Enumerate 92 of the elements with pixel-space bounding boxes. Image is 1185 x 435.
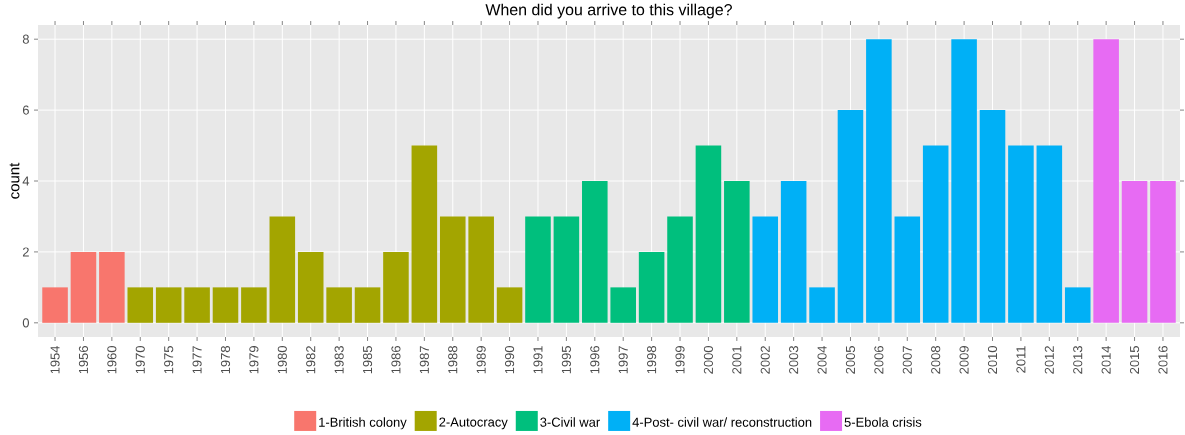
x-tick-label: 1954 <box>50 345 60 374</box>
y-tick-label: 8 <box>22 34 29 44</box>
x-tick-label: 1987 <box>419 346 429 374</box>
bar <box>383 251 409 323</box>
y-tick-label: 2 <box>22 247 29 257</box>
x-tick-label: 1988 <box>448 346 458 374</box>
bar <box>42 287 68 323</box>
bar <box>496 287 523 323</box>
legend-label: 2-Autocracy <box>439 417 508 430</box>
bar <box>695 145 722 323</box>
x-tick-label: 1985 <box>362 346 373 374</box>
y-tick-label: 4 <box>22 176 30 186</box>
x-tick-label: 2003 <box>789 346 799 374</box>
bar <box>269 216 296 323</box>
bar <box>1036 145 1063 323</box>
bar <box>780 181 807 323</box>
bar <box>894 216 921 323</box>
y-axis-title: count <box>9 162 20 199</box>
legend-label: 3-Civil war <box>540 417 600 427</box>
bar <box>553 216 580 323</box>
x-tick-label: 1997 <box>618 346 628 374</box>
x-tick-label: 2011 <box>1016 346 1026 373</box>
bar <box>951 39 977 323</box>
bar <box>297 251 324 323</box>
x-tick-label: 2005 <box>845 346 856 374</box>
x-tick-label: 1977 <box>192 346 202 374</box>
bar <box>212 287 239 323</box>
bar <box>610 287 636 323</box>
bar <box>241 287 267 323</box>
x-tick-label: 1970 <box>135 346 145 374</box>
x-tick-label: 2007 <box>902 346 912 374</box>
bar <box>979 110 1006 323</box>
y-tick-label: 6 <box>22 105 29 115</box>
x-tick-label: 1956 <box>78 346 89 374</box>
x-tick-label: 2002 <box>760 346 770 374</box>
x-tick-label: 1986 <box>391 346 401 374</box>
x-tick-label: 2009 <box>959 346 969 374</box>
x-tick-label: 1975 <box>164 346 174 374</box>
legend-label: 1-British colony <box>319 417 407 430</box>
x-tick-label: 1980 <box>277 346 287 374</box>
x-tick-label: 1979 <box>249 346 259 374</box>
bar <box>866 39 892 323</box>
x-tick-label: 2012 <box>1044 346 1054 374</box>
x-tick-label: 2000 <box>703 346 714 374</box>
x-tick-label: 2010 <box>987 346 998 374</box>
bar <box>582 181 608 323</box>
bar <box>1121 181 1148 323</box>
bar <box>525 216 551 323</box>
x-tick-label: 1996 <box>590 346 600 374</box>
bar <box>184 287 210 323</box>
x-tick-label: 1978 <box>220 346 231 374</box>
bar <box>837 110 864 323</box>
bar <box>809 287 835 323</box>
x-tick-label: 1995 <box>561 346 571 374</box>
y-tick-label: 0 <box>22 318 29 328</box>
bar <box>411 145 438 323</box>
x-tick-label: 2016 <box>1158 346 1168 374</box>
legend-label: 4-Post- civil war/ reconstruction <box>632 417 812 427</box>
x-tick-label: 1999 <box>675 346 685 374</box>
bar <box>439 216 466 323</box>
x-tick-label: 2004 <box>817 345 827 374</box>
x-tick-label: 2014 <box>1101 345 1111 374</box>
x-tick-label: 2006 <box>874 346 884 374</box>
x-tick-label: 1991 <box>533 346 543 374</box>
bar <box>70 251 97 323</box>
x-tick-label: 1989 <box>476 346 486 374</box>
x-tick-label: 1990 <box>504 346 515 374</box>
x-tick-label: 1983 <box>334 346 344 374</box>
bar <box>724 181 750 323</box>
bar <box>667 216 693 323</box>
bar <box>638 251 665 323</box>
x-tick-label: 2008 <box>931 346 941 374</box>
bar <box>99 251 125 323</box>
bar <box>922 145 949 323</box>
x-tick-label: 1960 <box>107 346 117 374</box>
bar <box>354 287 381 323</box>
chart-title: When did you arrive to this village? <box>485 3 732 19</box>
bar <box>155 287 182 323</box>
bar <box>1008 145 1034 323</box>
legend-label: 5-Ebola crisis <box>844 417 922 427</box>
bar <box>127 287 154 323</box>
x-tick-label: 2013 <box>1073 346 1083 374</box>
x-tick-label: 2001 <box>732 346 742 374</box>
x-tick-label: 1998 <box>647 346 657 374</box>
bar <box>1064 287 1091 323</box>
x-tick-label: 2015 <box>1129 346 1140 374</box>
bar <box>326 287 352 323</box>
bar <box>468 216 494 323</box>
bar <box>1093 39 1119 323</box>
bar <box>1150 181 1176 323</box>
bar <box>752 216 779 323</box>
x-tick-label: 1982 <box>306 346 316 374</box>
